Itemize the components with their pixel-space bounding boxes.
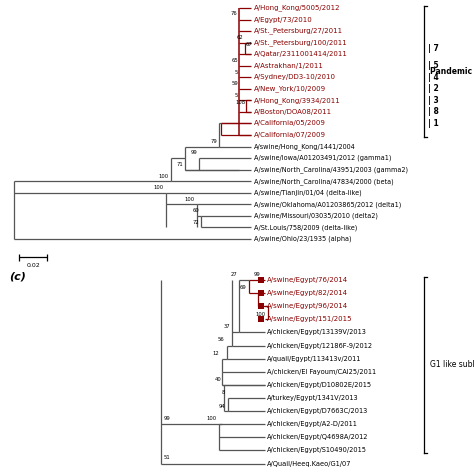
Text: 62: 62 bbox=[237, 36, 244, 40]
Text: A/Egypt/73/2010: A/Egypt/73/2010 bbox=[254, 17, 312, 22]
Text: 100: 100 bbox=[255, 312, 265, 317]
Text: 12: 12 bbox=[213, 351, 219, 356]
Text: A/chicken/El Fayoum/CAI25/2011: A/chicken/El Fayoum/CAI25/2011 bbox=[267, 369, 376, 375]
Text: A/Quail/Heeq.Kaeo/G1/07: A/Quail/Heeq.Kaeo/G1/07 bbox=[267, 461, 351, 466]
Text: A/St._Petersburg/100/2011: A/St._Petersburg/100/2011 bbox=[254, 39, 347, 46]
Text: A/swine/Hong_Kong/1441/2004: A/swine/Hong_Kong/1441/2004 bbox=[254, 143, 356, 150]
Text: | 7: | 7 bbox=[428, 44, 438, 53]
Text: 40: 40 bbox=[215, 377, 221, 382]
Text: A/California/05/2009: A/California/05/2009 bbox=[254, 120, 326, 127]
Text: 99: 99 bbox=[191, 150, 197, 155]
Text: 51: 51 bbox=[164, 456, 170, 460]
Text: 71: 71 bbox=[176, 162, 183, 167]
Text: | 4: | 4 bbox=[428, 73, 438, 82]
Text: A/swine/Egypt/76/2014: A/swine/Egypt/76/2014 bbox=[267, 277, 348, 283]
Text: A/Qatar/2311001414/2011: A/Qatar/2311001414/2011 bbox=[254, 51, 347, 57]
Text: A/St.Louis/758/2009 (delta-like): A/St.Louis/758/2009 (delta-like) bbox=[254, 224, 357, 230]
Text: Pandemic H1N1: Pandemic H1N1 bbox=[430, 67, 474, 76]
Text: | 8: | 8 bbox=[428, 108, 438, 117]
Text: 56: 56 bbox=[218, 337, 224, 342]
Text: 67: 67 bbox=[246, 42, 253, 47]
Text: A/swine/Egypt/96/2014: A/swine/Egypt/96/2014 bbox=[267, 303, 348, 309]
Text: G1 like sublineage: G1 like sublineage bbox=[430, 360, 474, 369]
Text: A/swine/Oklahoma/A01203865/2012 (delta1): A/swine/Oklahoma/A01203865/2012 (delta1) bbox=[254, 201, 401, 208]
Text: 8: 8 bbox=[222, 390, 225, 395]
Text: A/swine/North_Carolina/43951/2003 (gamma2): A/swine/North_Carolina/43951/2003 (gamma… bbox=[254, 166, 408, 173]
Text: A/chicken/Egypt/D10802E/2015: A/chicken/Egypt/D10802E/2015 bbox=[267, 382, 372, 388]
Text: 69: 69 bbox=[240, 285, 246, 290]
Text: A/swine/Egypt/82/2014: A/swine/Egypt/82/2014 bbox=[267, 290, 348, 296]
Text: A/chicken/Egypt/A2-D/2011: A/chicken/Egypt/A2-D/2011 bbox=[267, 421, 358, 427]
Text: | 2: | 2 bbox=[428, 84, 438, 93]
Text: A/chicken/Egypt/12186F-9/2012: A/chicken/Egypt/12186F-9/2012 bbox=[267, 343, 373, 348]
Text: 65: 65 bbox=[231, 58, 238, 63]
Text: A/St._Petersburg/27/2011: A/St._Petersburg/27/2011 bbox=[254, 27, 343, 35]
Text: 72: 72 bbox=[193, 219, 200, 225]
Text: A/chicken/Egypt/D7663C/2013: A/chicken/Egypt/D7663C/2013 bbox=[267, 408, 368, 414]
Text: 0.02: 0.02 bbox=[26, 263, 40, 268]
Text: A/California/07/2009: A/California/07/2009 bbox=[254, 132, 326, 138]
Text: | 1: | 1 bbox=[428, 119, 438, 128]
Text: A/turkey/Egypt/1341V/2013: A/turkey/Egypt/1341V/2013 bbox=[267, 395, 358, 401]
Text: A/chicken/Egypt/Q4698A/2012: A/chicken/Egypt/Q4698A/2012 bbox=[267, 434, 368, 440]
Text: A/swine/Missouri/03035/2010 (delta2): A/swine/Missouri/03035/2010 (delta2) bbox=[254, 212, 377, 219]
Text: A/quail/Egypt/113413v/2011: A/quail/Egypt/113413v/2011 bbox=[267, 356, 361, 362]
Text: 76: 76 bbox=[230, 11, 237, 16]
Text: A/Hong_Kong/3934/2011: A/Hong_Kong/3934/2011 bbox=[254, 97, 340, 104]
Text: | 3: | 3 bbox=[428, 96, 438, 105]
Text: 60: 60 bbox=[193, 208, 200, 213]
Text: A/Astrakhan/1/2011: A/Astrakhan/1/2011 bbox=[254, 63, 323, 69]
Text: 100: 100 bbox=[159, 173, 169, 179]
Text: A/Hong_Kong/5005/2012: A/Hong_Kong/5005/2012 bbox=[254, 5, 340, 11]
Text: 108: 108 bbox=[235, 100, 245, 105]
Text: 100: 100 bbox=[185, 197, 195, 201]
Text: 59: 59 bbox=[231, 81, 238, 86]
Text: A/swine/Tianjin/01/04 (delta-like): A/swine/Tianjin/01/04 (delta-like) bbox=[254, 190, 361, 196]
Text: 79: 79 bbox=[211, 139, 218, 144]
Text: (c): (c) bbox=[9, 272, 27, 282]
Text: A/swine/Iowa/A01203491/2012 (gamma1): A/swine/Iowa/A01203491/2012 (gamma1) bbox=[254, 155, 391, 161]
Text: 99: 99 bbox=[164, 416, 170, 421]
Text: 37: 37 bbox=[223, 324, 230, 329]
Text: 100: 100 bbox=[207, 416, 217, 421]
Text: 100: 100 bbox=[154, 185, 164, 190]
Text: A/swine/Egypt/151/2015: A/swine/Egypt/151/2015 bbox=[267, 316, 352, 322]
Text: A/chicken/Egypt/S10490/2015: A/chicken/Egypt/S10490/2015 bbox=[267, 447, 367, 454]
Text: A/New_York/10/2009: A/New_York/10/2009 bbox=[254, 85, 326, 92]
Text: 5: 5 bbox=[235, 70, 238, 74]
Text: A/Sydney/DD3-10/2010: A/Sydney/DD3-10/2010 bbox=[254, 74, 336, 80]
Text: 94: 94 bbox=[219, 404, 225, 409]
Text: 27: 27 bbox=[230, 272, 237, 277]
Text: A/swine/Ohio/23/1935 (alpha): A/swine/Ohio/23/1935 (alpha) bbox=[254, 236, 351, 242]
Text: A/chicken/Egypt/13139V/2013: A/chicken/Egypt/13139V/2013 bbox=[267, 329, 367, 336]
Text: 99: 99 bbox=[254, 272, 261, 277]
Text: | 5: | 5 bbox=[428, 61, 438, 70]
Text: A/Boston/DOA08/2011: A/Boston/DOA08/2011 bbox=[254, 109, 332, 115]
Text: A/swine/North_Carolina/47834/2000 (beta): A/swine/North_Carolina/47834/2000 (beta) bbox=[254, 178, 393, 184]
Text: 5: 5 bbox=[235, 93, 238, 98]
